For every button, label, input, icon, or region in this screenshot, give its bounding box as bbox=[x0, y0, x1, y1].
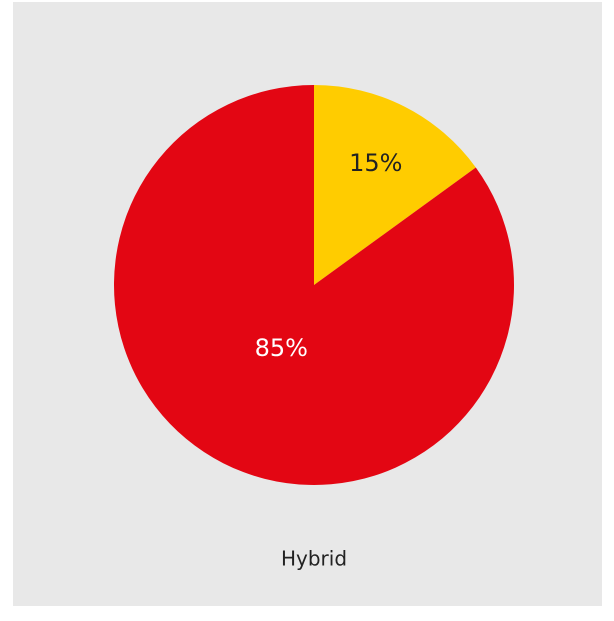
chart-title: Hybrid bbox=[281, 547, 347, 571]
pie-slice bbox=[314, 85, 476, 285]
pie-slice bbox=[113, 85, 515, 485]
slice-label: 85% bbox=[255, 334, 308, 362]
slice-label: 15% bbox=[349, 149, 402, 177]
